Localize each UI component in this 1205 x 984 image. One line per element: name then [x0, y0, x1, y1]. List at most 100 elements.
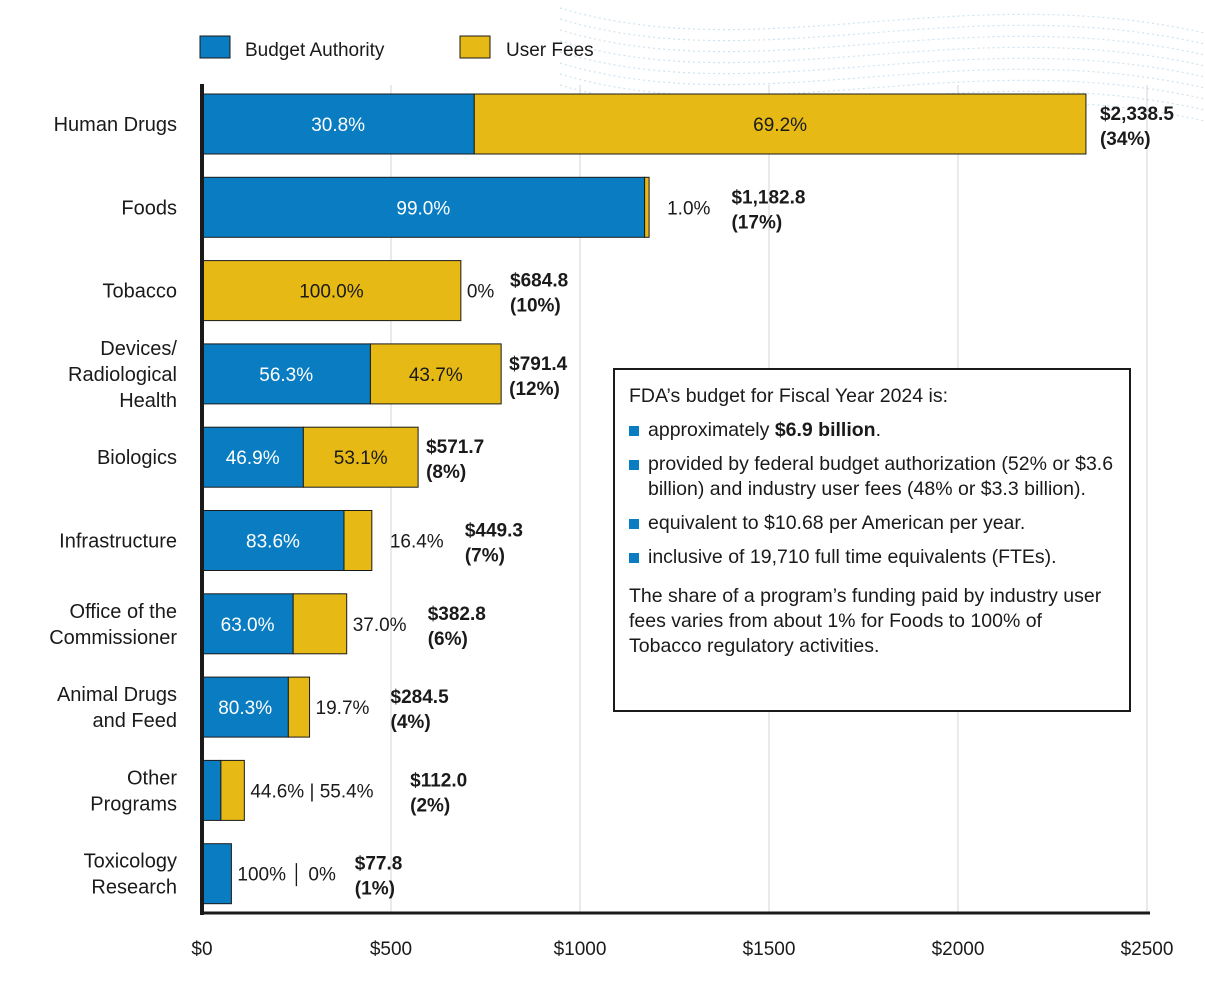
bar-user-fees [201, 260, 462, 322]
decorative-wave-line [559, 62, 1205, 89]
category-label: and Feed [92, 710, 177, 732]
bar-label-share: 19.7% [316, 698, 370, 719]
legend-label-user-fees: User Fees [506, 40, 594, 61]
category-label: Research [91, 877, 177, 899]
decorative-wave-line [559, 29, 1205, 56]
bar-label-share: 0% [467, 282, 495, 303]
decorative-wave-line [559, 73, 1205, 100]
bar-label-user-fees: 53.1% [334, 448, 388, 469]
category-label: Animal Drugs [57, 684, 177, 706]
bar-user-fees [644, 176, 650, 238]
bar-total-label: $571.7 [426, 437, 484, 458]
bullet-total-amount: $6.9 billion [774, 419, 876, 441]
bar-label-user-fees: 43.7% [409, 365, 463, 386]
bar-total-label: $684.8 [510, 271, 568, 292]
decorative-wave-line [559, 95, 1205, 122]
bar-total-label: $382.8 [428, 604, 486, 625]
x-tick-label: $1500 [743, 939, 796, 960]
bar-budget-authority [201, 176, 646, 238]
bar-budget-authority [201, 343, 371, 405]
bullet-per-american-text: equivalent to $10.68 per American per ye… [648, 512, 1026, 534]
bar-label-budget-authority: 99.0% [396, 198, 450, 219]
bar-label-share: 100% │ 0% [237, 863, 336, 887]
decorative-wave-line [559, 18, 1205, 45]
bar-budget-authority [201, 676, 289, 738]
bar-share-of-total-label: (2%) [410, 795, 450, 816]
bar-share-of-total-label: (6%) [428, 629, 468, 650]
bar-share-of-total-label: (12%) [509, 379, 560, 400]
category-label: Health [119, 390, 177, 412]
legend-label-budget-authority: Budget Authority [245, 40, 385, 61]
bar-user-fees [343, 510, 373, 571]
category-label: Tobacco [103, 281, 178, 303]
bar-label-budget-authority: 56.3% [259, 365, 313, 386]
bar-total-label: $791.4 [509, 354, 568, 375]
category-label: Infrastructure [59, 531, 177, 553]
bar-share-of-total-label: (10%) [510, 296, 561, 317]
x-tick-label: $2000 [932, 939, 985, 960]
bullet-square-icon [629, 553, 639, 563]
decorative-wave-line [559, 51, 1205, 78]
x-tick-label: $2500 [1121, 939, 1174, 960]
bar-label-budget-authority: 83.6% [246, 532, 300, 553]
legend-swatch-budget-authority [199, 35, 231, 59]
bar-label-budget-authority: 63.0% [221, 615, 275, 636]
bar-budget-authority [201, 759, 222, 821]
bar-label-share: 1.0% [667, 198, 710, 219]
bullet-square-icon [629, 460, 639, 470]
bar-label-share: 44.6% | 55.4% [250, 781, 373, 802]
bar-budget-authority [201, 426, 304, 488]
bar-user-fees [369, 343, 502, 405]
bar-user-fees [287, 676, 311, 738]
category-label: Programs [90, 793, 177, 815]
bar-share-of-total-label: (7%) [465, 546, 505, 567]
category-label: Radiological [68, 364, 177, 386]
info-bullet-funding-sources: provided by federal budget authorization… [629, 452, 1115, 502]
bar-user-fees [292, 593, 348, 655]
bar-label-share: 16.4% [390, 532, 444, 553]
bar-share-of-total-label: (34%) [1100, 129, 1151, 150]
category-label: Biologics [97, 447, 177, 469]
bar-budget-authority [201, 843, 232, 905]
bar-share-of-total-label: (17%) [731, 212, 782, 233]
decorative-wave-line [559, 7, 1205, 34]
bar-budget-authority [201, 510, 345, 571]
bar-label-user-fees: 100.0% [299, 282, 364, 303]
category-label: Commissioner [49, 627, 177, 649]
bar-total-label: $112.0 [410, 770, 467, 791]
info-box-closing: The share of a program’s funding paid by… [629, 585, 1102, 657]
bullet-total-prefix: approximately [648, 419, 775, 441]
info-bullet-ftes: inclusive of 19,710 full time equivalent… [629, 545, 1115, 570]
bar-total-label: $77.8 [355, 854, 403, 875]
x-tick-label: $500 [370, 939, 412, 960]
bar-label-share: 37.0% [353, 615, 407, 636]
category-label: Toxicology [84, 851, 177, 873]
bar-total-label: $284.5 [391, 687, 450, 708]
info-bullet-per-american: equivalent to $10.68 per American per ye… [629, 511, 1115, 536]
bar-share-of-total-label: (4%) [391, 712, 431, 733]
bar-share-of-total-label: (1%) [355, 879, 395, 900]
x-tick-label: $1000 [554, 939, 607, 960]
bar-total-label: $1,182.8 [731, 187, 805, 208]
decorative-wave-line [559, 84, 1205, 111]
bar-user-fees [302, 426, 419, 488]
x-tick-label: $0 [191, 939, 212, 960]
bar-total-label: $2,338.5 [1100, 104, 1174, 125]
bullet-funding-text: provided by federal budget authorization… [648, 453, 1114, 500]
bar-label-user-fees: 69.2% [753, 115, 807, 136]
bar-user-fees [473, 93, 1087, 155]
bar-label-budget-authority: 80.3% [218, 698, 272, 719]
category-label: Human Drugs [54, 114, 177, 136]
bullet-square-icon [629, 519, 639, 529]
bar-label-budget-authority: 30.8% [311, 115, 365, 136]
bar-label-budget-authority: 46.9% [226, 448, 280, 469]
category-label: Other [127, 767, 177, 789]
bar-share-of-total-label: (8%) [426, 462, 466, 483]
category-label: Foods [121, 197, 177, 219]
legend-swatch-user-fees [459, 35, 491, 59]
category-label: Devices/ [100, 338, 177, 360]
info-box-heading: FDA’s budget for Fiscal Year 2024 is: [629, 385, 949, 407]
bullet-square-icon [629, 426, 639, 436]
